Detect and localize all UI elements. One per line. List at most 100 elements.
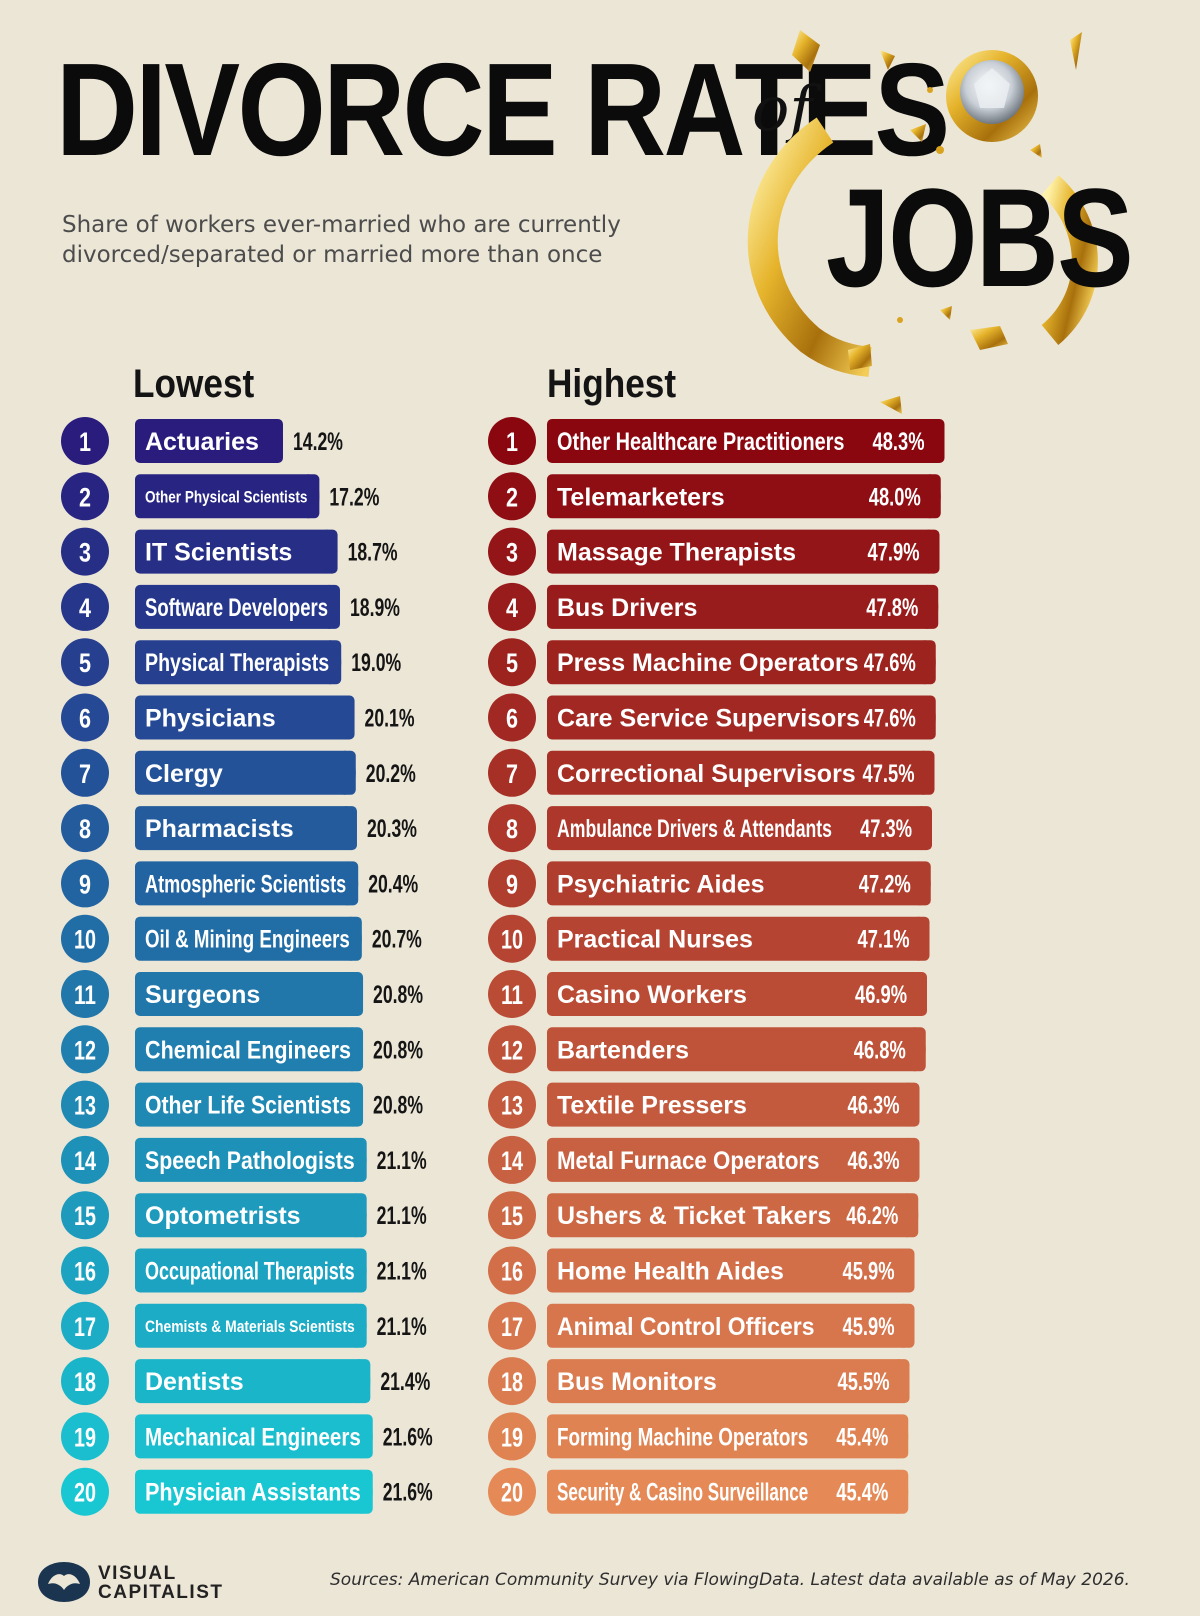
bar-lowest <box>135 1248 367 1293</box>
value-label-lowest: 21.1% <box>377 1313 427 1341</box>
bar-label-lowest: Mechanical Engineers <box>145 1423 361 1451</box>
bar-label-lowest: Actuaries <box>145 428 259 456</box>
value-label-highest: 47.9% <box>868 539 920 567</box>
bar-cap-highest <box>905 972 927 1016</box>
bar-lowest <box>135 1027 364 1072</box>
bar-lowest <box>135 806 357 851</box>
rank-badge-lowest <box>61 804 109 853</box>
bar-cap-highest <box>897 1137 920 1182</box>
value-label-lowest: 21.1% <box>377 1147 427 1175</box>
bar-cap-highest <box>886 1414 909 1459</box>
rank-badge-highest <box>488 804 536 853</box>
rank-badge-lowest <box>61 1246 109 1295</box>
bar-label-lowest: Physician Assistants <box>145 1479 361 1507</box>
bar-lowest <box>135 1082 364 1127</box>
bar-cap-highest <box>897 1082 920 1127</box>
bar-label-lowest: Chemical Engineers <box>145 1036 351 1064</box>
page-subtitle: Share of workers ever-married who are cu… <box>62 210 702 270</box>
broken-gold-ring-icon <box>747 30 1098 414</box>
bar-highest <box>547 695 936 740</box>
bar-cap-highest <box>908 861 931 906</box>
value-label-lowest: 20.4% <box>368 870 418 898</box>
bar-cap-lowest <box>350 1469 373 1514</box>
bar-highest <box>547 1359 910 1404</box>
rank-badge-lowest <box>61 914 109 963</box>
bar-label-lowest: Oil & Mining Engineers <box>145 926 350 954</box>
rank-number-lowest: 16 <box>74 1257 96 1287</box>
bar-label-lowest: Surgeons <box>145 981 260 1009</box>
bar-lowest <box>135 1469 373 1514</box>
bar-lowest <box>135 474 320 519</box>
value-label-lowest: 20.3% <box>367 815 417 843</box>
highest-heading: Highest <box>547 362 677 406</box>
bar-highest <box>547 916 930 961</box>
rank-number-lowest: 1 <box>79 427 91 457</box>
bar-cap-lowest <box>297 474 320 519</box>
bar-label-highest: Press Machine Operators <box>557 649 859 677</box>
rank-badge-highest <box>488 417 536 465</box>
rank-number-highest: 2 <box>506 482 518 512</box>
rank-badge-highest <box>488 1025 536 1074</box>
bar-label-lowest: Chemists & Materials Scientists <box>145 1317 355 1336</box>
value-label-lowest: 21.4% <box>380 1368 430 1396</box>
bar-lowest <box>135 1303 367 1348</box>
bar-label-highest: Textile Pressers <box>557 1092 747 1120</box>
rank-number-highest: 3 <box>506 538 518 568</box>
bar-highest <box>547 1248 915 1293</box>
bar-lowest <box>135 1137 367 1182</box>
bar-highest <box>547 1303 915 1348</box>
rank-number-lowest: 11 <box>74 980 96 1010</box>
bar-lowest <box>135 861 359 906</box>
rank-badge-lowest <box>61 1412 109 1461</box>
value-label-highest: 47.2% <box>859 870 911 898</box>
bar-label-lowest: Software Developers <box>145 594 328 622</box>
bar-label-highest: Psychiatric Aides <box>557 870 765 898</box>
rank-number-lowest: 19 <box>74 1422 96 1452</box>
value-label-lowest: 21.6% <box>383 1423 433 1451</box>
value-label-highest: 47.1% <box>858 926 910 954</box>
bar-cap-lowest <box>341 1082 364 1127</box>
rank-number-highest: 15 <box>501 1201 523 1231</box>
value-label-lowest: 20.2% <box>366 760 416 788</box>
bar-lowest <box>135 972 364 1016</box>
bar-cap-highest <box>913 640 936 685</box>
value-label-lowest: 20.7% <box>372 926 422 954</box>
rank-number-highest: 19 <box>501 1422 523 1452</box>
bar-cap-lowest <box>260 419 283 463</box>
rank-number-highest: 14 <box>501 1146 523 1176</box>
rank-badge-highest <box>488 1412 536 1461</box>
bar-highest <box>547 529 940 574</box>
bar-lowest <box>135 584 340 629</box>
value-label-lowest: 18.7% <box>348 539 398 567</box>
rank-badge-highest <box>488 527 536 576</box>
bar-cap-lowest <box>315 529 338 574</box>
value-label-highest: 46.3% <box>848 1092 900 1120</box>
logo-wordmark: VISUAL CAPITALIST <box>98 1564 223 1602</box>
bar-cap-lowest <box>319 640 342 685</box>
bar-lowest <box>135 529 338 574</box>
bar-lowest <box>135 750 356 795</box>
rank-badge-highest <box>488 859 536 908</box>
bar-cap-highest <box>917 529 940 574</box>
rank-badge-lowest <box>61 1357 109 1406</box>
rank-number-highest: 20 <box>501 1478 523 1508</box>
bar-cap-lowest <box>336 861 359 906</box>
bar-label-highest: Forming Machine Operators <box>557 1423 808 1451</box>
bar-cap-highest <box>903 1027 926 1072</box>
value-label-lowest: 21.1% <box>377 1258 427 1286</box>
bar-cap-lowest <box>333 750 356 795</box>
value-label-lowest: 20.8% <box>373 1092 423 1120</box>
bar-cap-lowest <box>339 916 362 961</box>
rank-badge-highest <box>488 1135 536 1184</box>
rank-number-highest: 11 <box>501 980 523 1010</box>
value-label-highest: 47.8% <box>866 594 918 622</box>
rank-badge-lowest <box>61 582 109 631</box>
rank-number-highest: 6 <box>506 704 518 734</box>
bar-lowest <box>135 1359 371 1404</box>
rank-number-highest: 17 <box>501 1312 523 1342</box>
rank-badge-highest <box>488 1191 536 1240</box>
rank-number-highest: 8 <box>506 814 518 844</box>
value-label-highest: 47.5% <box>863 760 915 788</box>
rank-number-lowest: 3 <box>79 538 91 568</box>
bar-cap-highest <box>892 1303 915 1348</box>
